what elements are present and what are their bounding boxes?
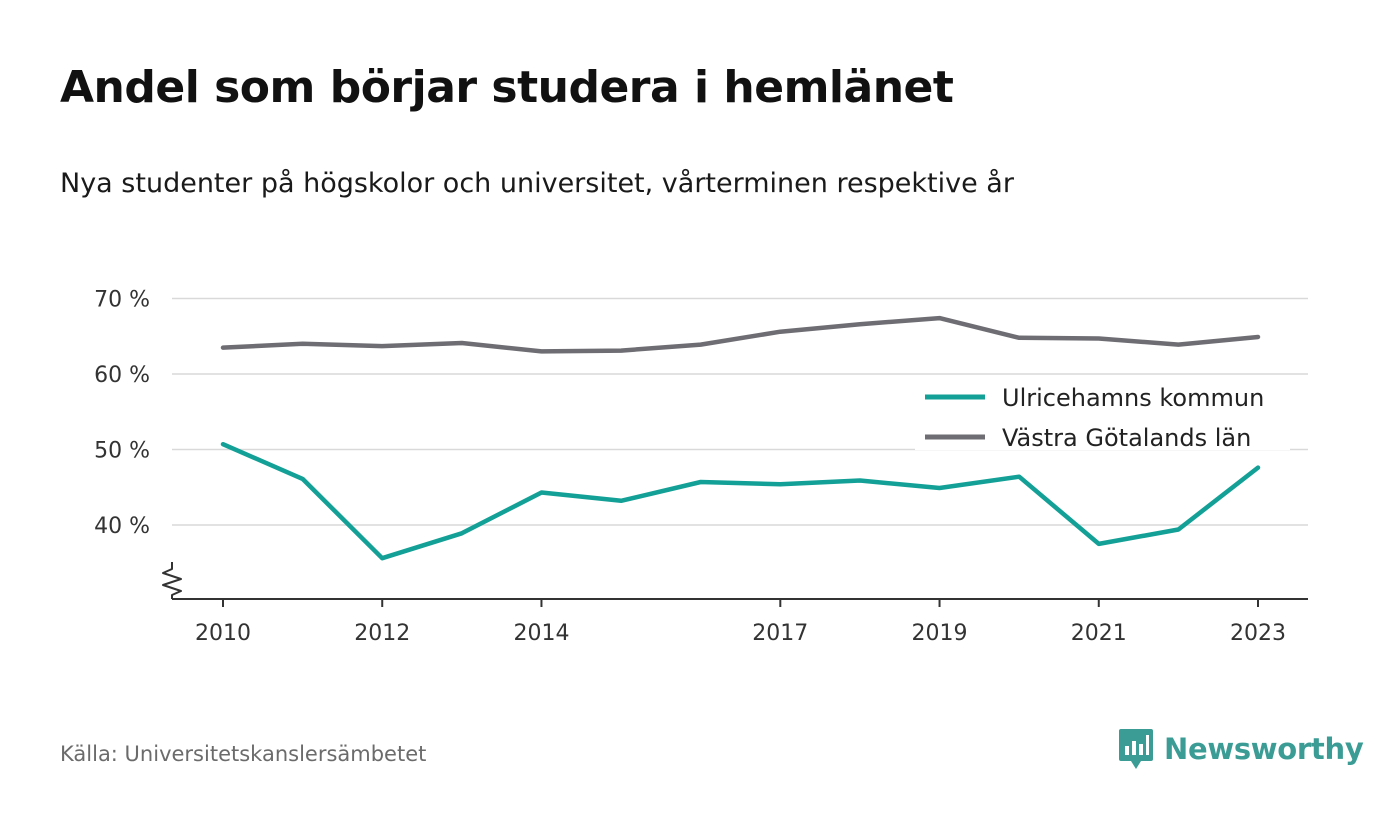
- axis-break-icon: [162, 562, 182, 599]
- x-tick-label: 2014: [513, 621, 569, 646]
- axes: 40 % 50 % 60 % 70 % 2010 2012 2014 2017 2019 2021…: [94, 288, 1308, 646]
- newsworthy-logo-icon: [1119, 729, 1153, 769]
- chart-subtitle: Nya studenter på högskolor och universit…: [60, 168, 1014, 199]
- x-tick-label: 2017: [752, 621, 808, 646]
- line-chart: 40 % 50 % 60 % 70 % 2010 2012 2014 2017 2019 2021…: [94, 288, 1308, 646]
- y-tick-label: 70 %: [94, 288, 150, 313]
- series-line-0: [220, 441, 1261, 561]
- y-tick-label: 50 %: [94, 439, 150, 464]
- legend: Ulricehamns kommun Västra Götalands län: [915, 375, 1290, 452]
- x-tick-label: 2019: [912, 621, 968, 646]
- y-tick-label: 60 %: [94, 363, 150, 388]
- series-lines: [220, 315, 1261, 561]
- x-tick-label: 2012: [354, 621, 410, 646]
- y-tick-label: 40 %: [94, 514, 150, 539]
- brand-name: Newsworthy: [1164, 732, 1364, 766]
- legend-label: Ulricehamns kommun: [1002, 384, 1264, 412]
- x-tick-label: 2010: [195, 621, 251, 646]
- legend-label: Västra Götalands län: [1002, 424, 1251, 452]
- x-tick-label: 2023: [1230, 621, 1286, 646]
- brand[interactable]: Newsworthy: [1118, 727, 1364, 771]
- series-line-1: [220, 315, 1261, 354]
- x-tick-label: 2021: [1071, 621, 1127, 646]
- chart-title: Andel som börjar studera i hemlänet: [60, 62, 954, 113]
- source-note: Källa: Universitetskanslersämbetet: [60, 742, 427, 766]
